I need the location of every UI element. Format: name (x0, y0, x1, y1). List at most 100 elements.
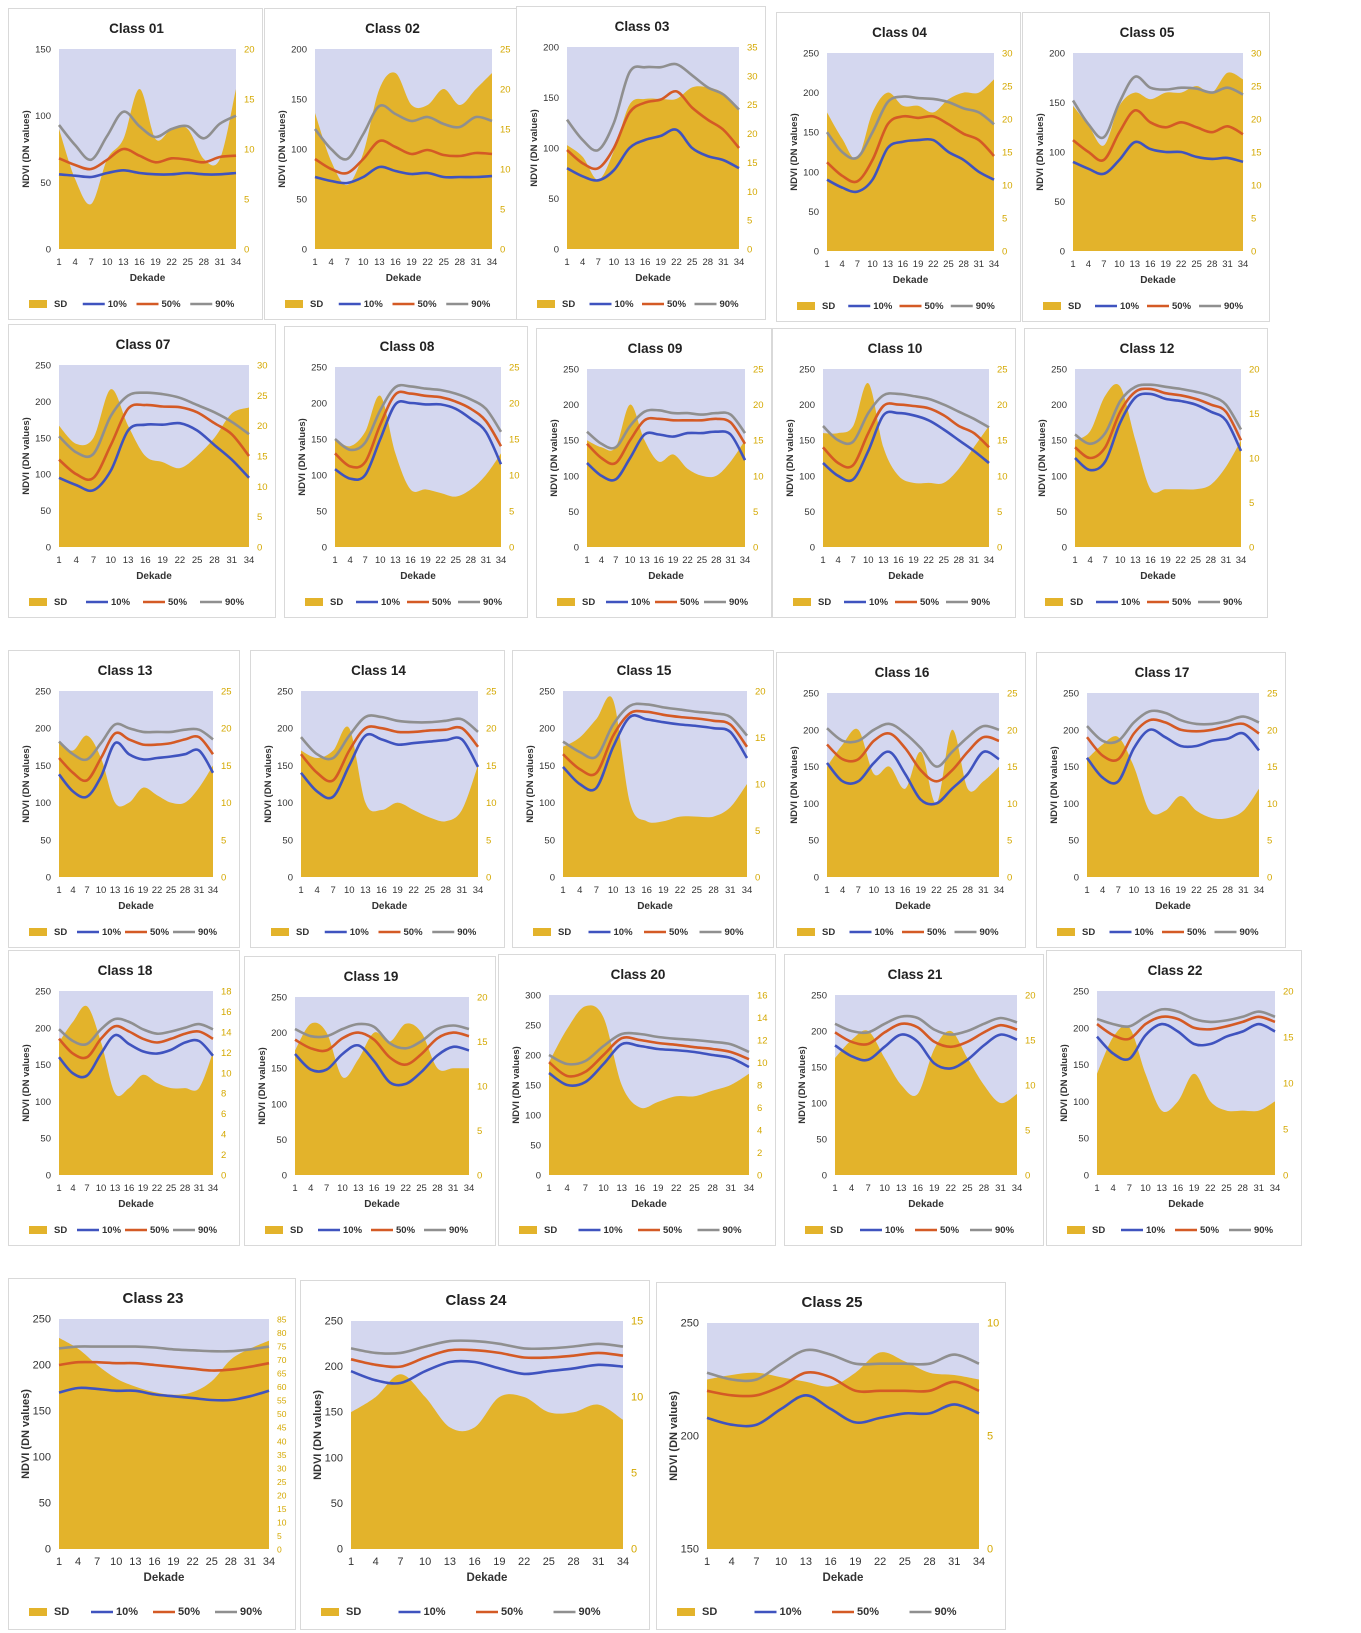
chart-panel: Class 03 0 50 100 150 200 0 5 10 15 20 25 30 35 1 4 7 10 1… (516, 6, 766, 320)
y2-tick-label: 5 (477, 1126, 482, 1137)
chart-svg: Class 14 0 50 100 150 200 250 0 5 10 15 20 25 1 4 7 10 13… (263, 663, 497, 938)
y2-tick-label: 15 (747, 158, 758, 169)
y-tick-label: 150 (35, 45, 51, 56)
legend-sd: SD (1068, 301, 1081, 312)
line-10pct (586, 430, 747, 482)
x-tick-label: 4 (308, 1183, 313, 1194)
chart-svg: Class 04 0 50 100 150 200 250 0 5 10 15 20 25 30 1 4 7 10… (789, 25, 1013, 312)
y2-tick-label: 15 (753, 436, 764, 447)
y-tick-label: 100 (35, 1097, 51, 1108)
x-tick-label: 7 (855, 259, 860, 270)
x-tick-label: 28 (180, 1183, 191, 1194)
y-tick-label: 50 (39, 1498, 51, 1510)
legend-10pct: 10% (1146, 1225, 1166, 1236)
x-tick-label: 28 (466, 555, 477, 566)
legend-sd: SD (1082, 927, 1095, 938)
line-50pct (1074, 387, 1243, 460)
legend-10pct: 10% (102, 927, 122, 938)
y-tick-label: 50 (1078, 1134, 1089, 1145)
y2-tick-label: 15 (1249, 409, 1260, 420)
line-10pct (825, 750, 1000, 806)
y-tick-label: 100 (271, 1099, 287, 1110)
y2-tick-label: 5 (755, 826, 760, 837)
x-tick-label: 28 (954, 555, 965, 566)
x-tick-label: 31 (244, 1556, 256, 1568)
y-axis-label: NDVI (DN values) (277, 110, 288, 188)
y-tick-label: 100 (803, 799, 819, 810)
x-tick-label: 34 (734, 257, 745, 268)
y-tick-label: 0 (550, 873, 555, 884)
y-tick-label: 0 (536, 1171, 541, 1182)
line-50pct (1096, 1015, 1276, 1041)
x-tick-label: 4 (599, 555, 604, 566)
sd-area (1087, 736, 1259, 877)
line-90pct (58, 391, 250, 459)
x-tick-label: 28 (441, 885, 452, 896)
y2-tick-label: 5 (500, 205, 505, 216)
x-tick-label: 22 (874, 1556, 886, 1568)
chart-title: Class 25 (802, 1294, 863, 1311)
x-tick-label: 7 (94, 1556, 100, 1568)
y2-tick-label: 5 (1007, 836, 1012, 847)
y-tick-label: 0 (322, 543, 327, 554)
sd-area (59, 735, 213, 877)
line-50pct (58, 1360, 270, 1372)
line-10pct (1085, 728, 1260, 785)
x-tick-label: 10 (609, 257, 620, 268)
x-tick-label: 16 (140, 555, 151, 566)
y-tick-label: 100 (1049, 148, 1065, 159)
x-axis-label: Dekade (364, 1199, 400, 1210)
x-tick-label: 16 (148, 1556, 160, 1568)
x-tick-label: 22 (946, 1183, 957, 1194)
y-tick-label: 250 (311, 363, 327, 374)
line-10pct (566, 128, 740, 182)
legend-swatch (1043, 302, 1061, 310)
y2-tick-label: 0 (1025, 1171, 1030, 1182)
y-tick-label: 150 (277, 761, 293, 772)
x-tick-label: 34 (989, 259, 1000, 270)
y-tick-label: 250 (799, 365, 815, 376)
y2-tick-label: 6 (221, 1109, 226, 1120)
x-tick-label: 7 (753, 1556, 759, 1568)
line-50pct (822, 402, 990, 469)
chart-panel: Class 24 0 50 100 150 200 250 0 5 10 15 1 4 7 10 13 16 19… (300, 1280, 650, 1630)
y-tick-label: 200 (33, 1360, 51, 1372)
line-90pct (1074, 383, 1243, 446)
legend-50pct: 50% (1172, 301, 1192, 312)
chart-panel: Class 17 0 50 100 150 200 250 0 5 10 15 20 25 1 4 7 10 13… (1036, 652, 1286, 948)
line-90pct (586, 408, 747, 450)
x-tick-label: 28 (1206, 555, 1217, 566)
line-10pct (548, 1041, 750, 1087)
line-10pct (57, 741, 215, 799)
line-10pct (299, 732, 480, 800)
y2-tick-label: 0 (1249, 543, 1254, 554)
y-axis-label: NDVI (DN values) (789, 113, 800, 191)
legend-90pct: 90% (976, 301, 996, 312)
x-tick-label: 16 (912, 1183, 923, 1194)
chart-title: Class 23 (123, 1290, 184, 1307)
x-tick-label: 13 (882, 259, 893, 270)
x-tick-label: 22 (675, 885, 686, 896)
x-tick-label: 7 (1127, 1183, 1132, 1194)
x-tick-label: 10 (625, 555, 636, 566)
y2-tick-label: 0 (1007, 873, 1012, 884)
x-tick-label: 19 (420, 555, 431, 566)
y2-tick-label: 20 (244, 45, 255, 56)
y2-tick-label: 40 (277, 1436, 287, 1446)
legend-sd: SD (290, 1225, 303, 1236)
y-tick-label: 150 (543, 93, 559, 104)
y2-tick-label: 10 (500, 165, 511, 176)
legend-sd: SD (822, 927, 835, 938)
x-tick-label: 10 (96, 1183, 107, 1194)
x-tick-label: 34 (231, 257, 242, 268)
y2-tick-label: 15 (755, 733, 766, 744)
y-tick-label: 250 (33, 1314, 51, 1326)
y-tick-label: 150 (1049, 98, 1065, 109)
y2-tick-label: 25 (747, 100, 758, 111)
line-90pct (300, 714, 479, 761)
y2-tick-label: 25 (500, 45, 511, 56)
y2-tick-label: 10 (997, 471, 1008, 482)
y-tick-label: 150 (563, 436, 579, 447)
y2-tick-label: 18 (221, 987, 232, 998)
legend-10pct: 10% (116, 1606, 138, 1618)
